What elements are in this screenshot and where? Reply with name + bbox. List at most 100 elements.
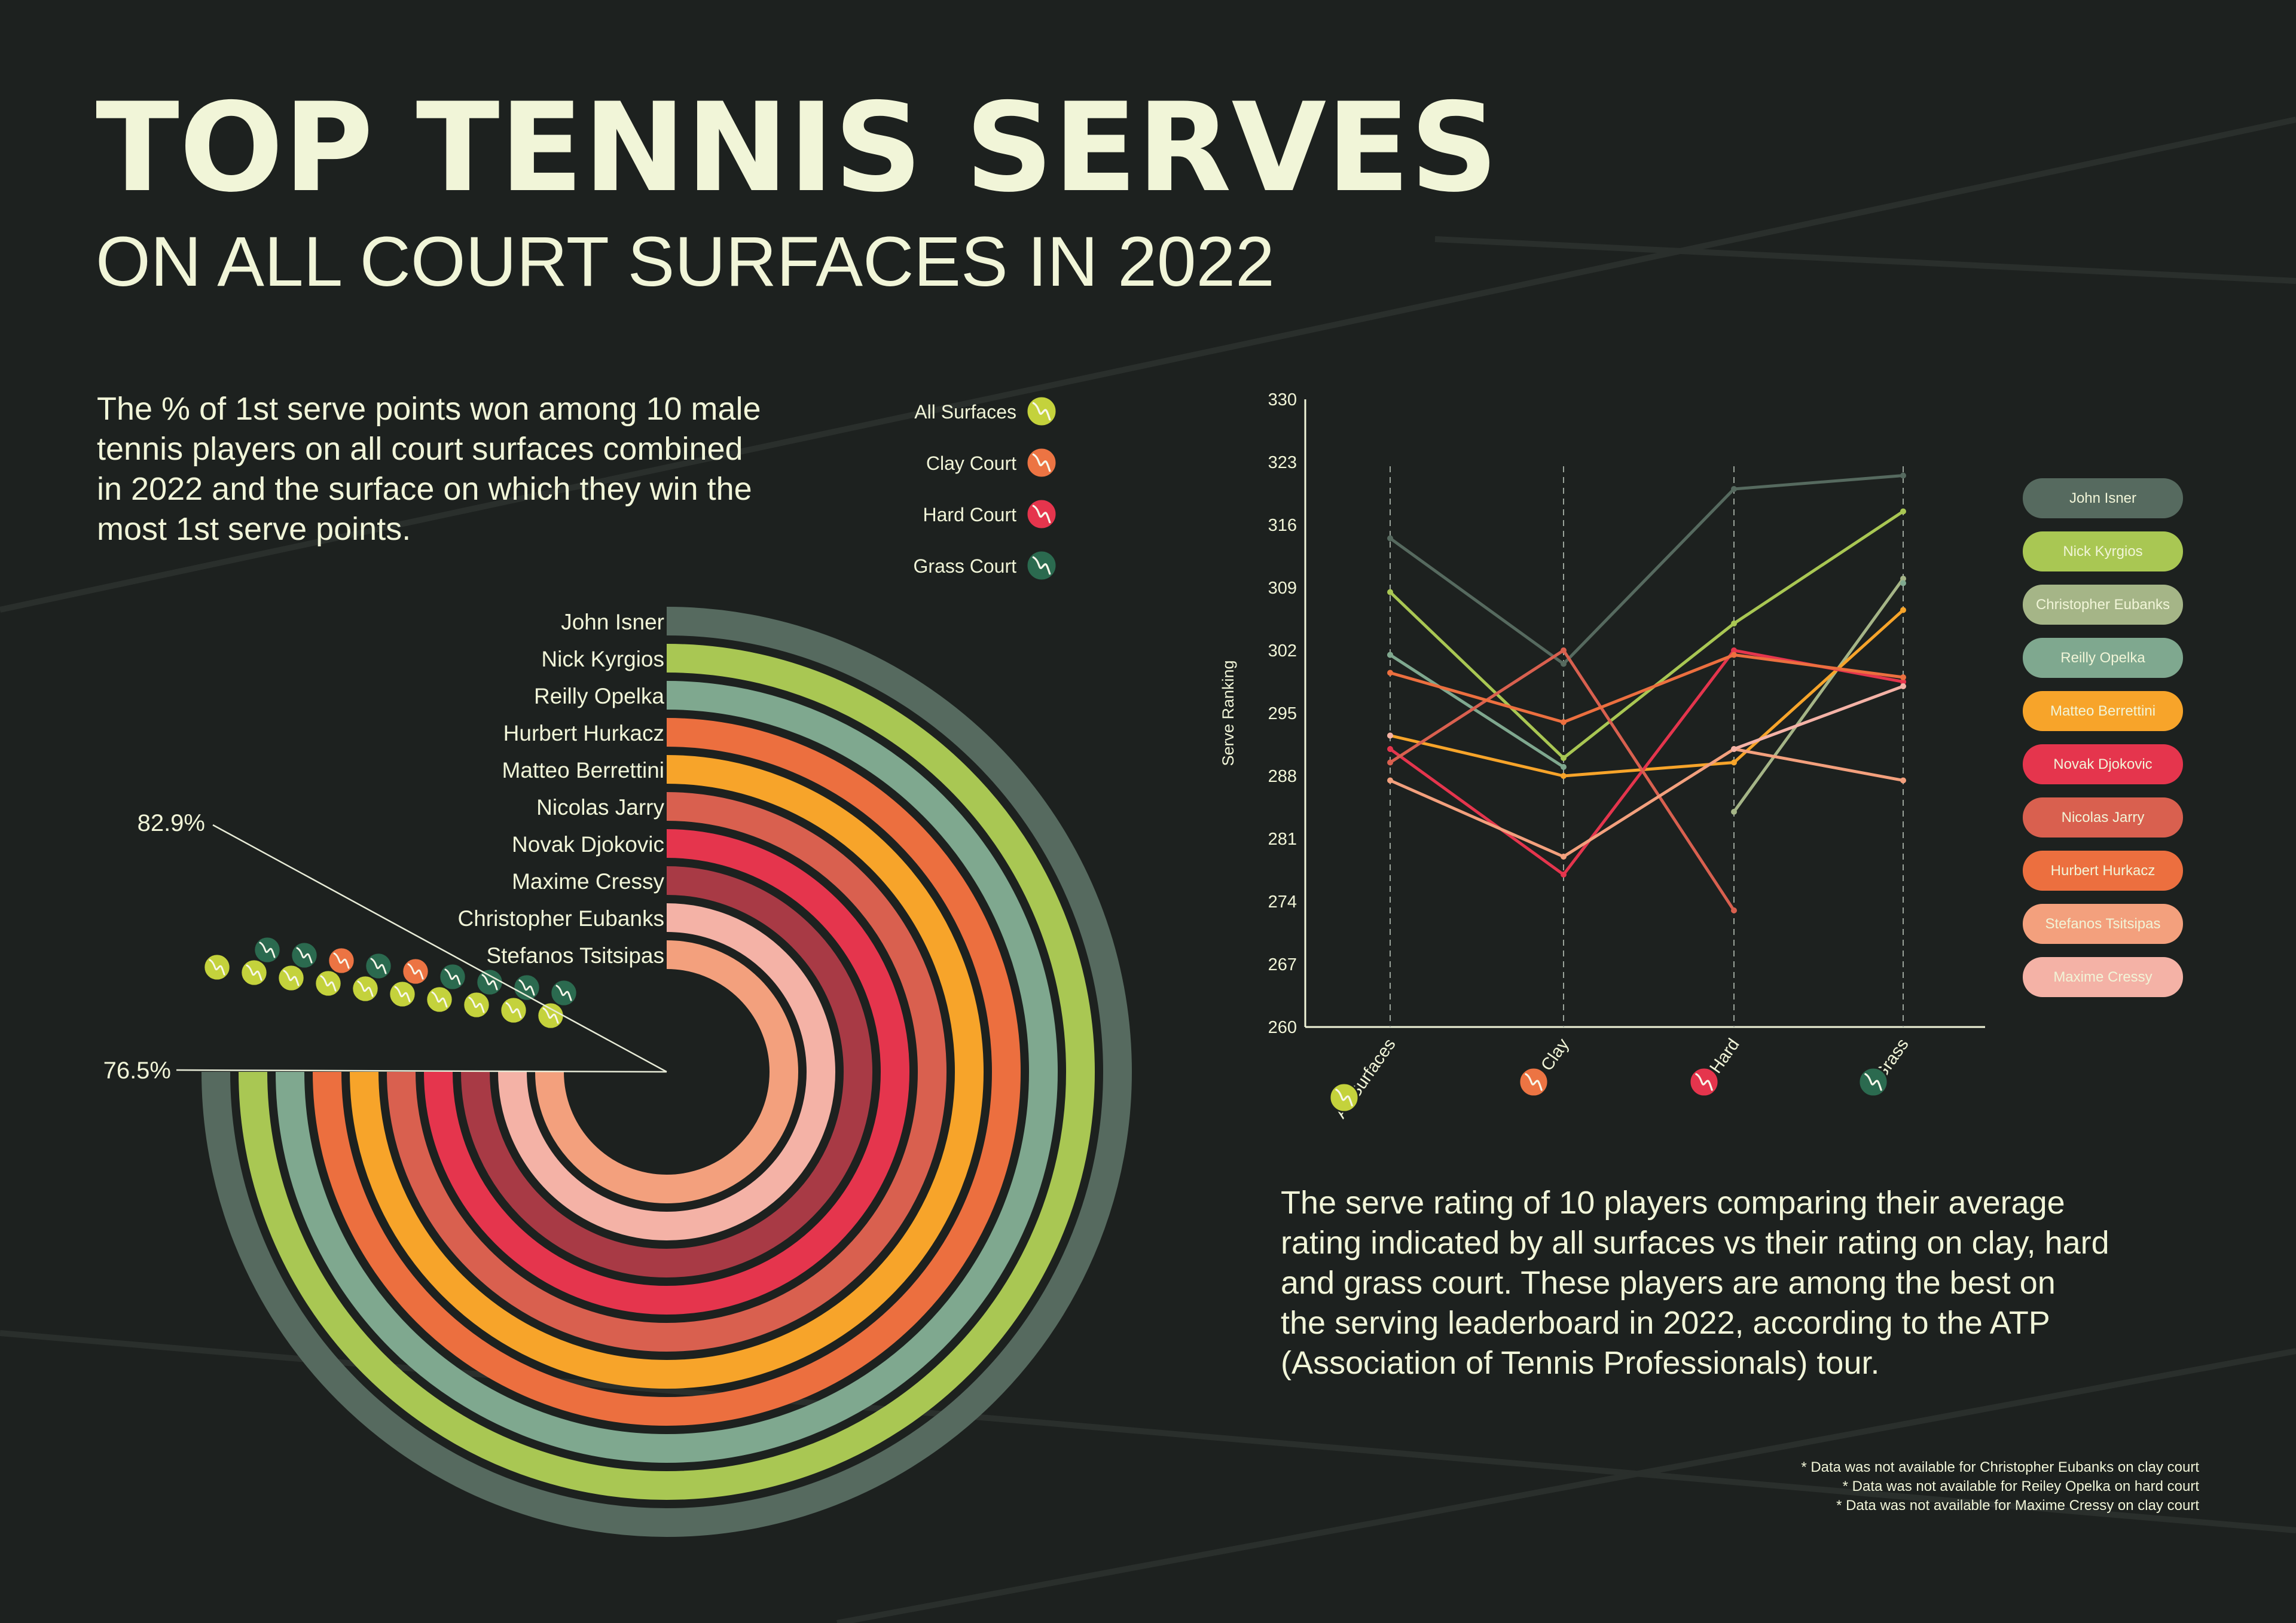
pill-label: Christopher Eubanks xyxy=(2036,597,2170,613)
player-label: Matteo Berrettini xyxy=(502,758,664,783)
category-ball-icon xyxy=(1329,1082,1360,1113)
series-point xyxy=(1900,580,1906,586)
series-legend-pill: Nick Kyrgios xyxy=(2023,531,2183,571)
radial-bar-arc xyxy=(387,792,947,1352)
series-point xyxy=(1561,872,1567,878)
radial-bar-arc xyxy=(461,866,872,1277)
series-line xyxy=(1733,684,1904,751)
pill-label: Stefanos Tsitsipas xyxy=(2045,916,2161,932)
series-legend-pill: Matteo Berrettini xyxy=(2023,691,2183,731)
series-legend-pill: Reilly Opelka xyxy=(2023,638,2183,678)
tennis-ball-icon xyxy=(1025,498,1058,530)
series-legend-pill: Nicolas Jarry xyxy=(2023,797,2183,838)
pill-background xyxy=(2023,585,2183,625)
radial-bar xyxy=(276,681,1058,1463)
line-series xyxy=(1387,647,1737,913)
best-surface-ball-icon xyxy=(512,973,541,1002)
best-surface-ball-icon xyxy=(364,952,393,980)
max-value-label: 82.9% xyxy=(138,810,205,836)
best-surface-ball-icon xyxy=(438,962,467,991)
series-point xyxy=(1561,773,1567,779)
series-legend-pill: John Isner xyxy=(2023,478,2183,518)
all-surfaces-ball-icon xyxy=(536,1001,565,1030)
legend-label: All Surfaces xyxy=(914,401,1016,423)
series-line xyxy=(1732,577,1905,813)
all-surfaces-ball-icon xyxy=(314,969,343,998)
pill-label: Nick Kyrgios xyxy=(2063,543,2142,560)
radial-bar xyxy=(461,866,872,1277)
line-series xyxy=(1387,683,1906,752)
player-label: Novak Djokovic xyxy=(512,832,664,857)
all-surfaces-ball-icon xyxy=(462,991,491,1019)
y-tick-label: 309 xyxy=(1268,579,1297,598)
series-point xyxy=(1900,607,1906,613)
best-surface-ball-icon xyxy=(549,979,578,1007)
y-tick-label: 288 xyxy=(1268,767,1297,786)
radial-bar-arc xyxy=(239,644,1095,1500)
pill-background xyxy=(2023,797,2183,838)
radial-bar-arc xyxy=(313,718,1021,1426)
series-point xyxy=(1900,777,1906,784)
pill-background xyxy=(2023,478,2183,518)
best-surface-ball-icon xyxy=(290,941,319,970)
radial-bar-chart: John Isner Nick Kyrgios Reilly Opelka Hurbe… xyxy=(103,607,1132,1537)
series-point xyxy=(1731,621,1737,626)
pill-background xyxy=(2023,957,2183,997)
page-subtitle: ON ALL COURT SURFACES IN 2022 xyxy=(96,222,1275,301)
y-tick-label: 267 xyxy=(1268,955,1297,974)
series-point xyxy=(1387,670,1393,676)
series-point xyxy=(1387,759,1393,766)
category-ball-icon xyxy=(1858,1066,1889,1098)
tennis-ball-icon xyxy=(1025,395,1058,427)
radial-bar xyxy=(424,829,909,1315)
player-label: Hurbert Hurkacz xyxy=(503,721,664,745)
series-point xyxy=(1900,683,1906,689)
y-axis-label: Serve Ranking xyxy=(1219,660,1237,766)
radial-bar xyxy=(201,607,1132,1537)
line-series xyxy=(1387,580,1906,770)
player-label: Maxime Cressy xyxy=(512,869,664,894)
description-line: rating indicated by all surfaces vs thei… xyxy=(1281,1225,2109,1261)
all-surfaces-ball-icon xyxy=(240,958,268,987)
radial-bar xyxy=(535,940,798,1203)
min-value-label: 76.5% xyxy=(103,1057,171,1084)
radial-bar-arc xyxy=(424,829,909,1315)
footnote: * Data was not available for Maxime Cres… xyxy=(1836,1497,2199,1514)
radial-bar-arc xyxy=(201,607,1132,1537)
legend-label: Hard Court xyxy=(923,504,1017,525)
footnote: * Data was not available for Christopher… xyxy=(1801,1459,2199,1475)
x-tick-label: Clay xyxy=(1537,1035,1573,1074)
court-line xyxy=(836,1348,2296,1623)
series-point xyxy=(1731,652,1737,658)
pill-label: John Isner xyxy=(2069,490,2136,506)
tennis-ball-icon xyxy=(1025,549,1058,582)
series-line xyxy=(1389,510,1904,760)
series-legend-pill: Novak Djokovic xyxy=(2023,744,2183,784)
best-surface-ball-icon xyxy=(401,957,430,986)
series-point xyxy=(1561,661,1567,667)
series-legend-pill: Maxime Cressy xyxy=(2023,957,2183,997)
pill-label: Matteo Berrettini xyxy=(2050,703,2155,719)
player-label: Christopher Eubanks xyxy=(457,906,664,931)
radial-bar-arc xyxy=(498,903,835,1240)
series-point xyxy=(1900,678,1906,685)
description-line: most 1st serve points. xyxy=(97,511,411,547)
series-point xyxy=(1561,755,1567,761)
series-line xyxy=(1390,609,1904,778)
series-point xyxy=(1387,589,1393,595)
series-point xyxy=(1731,647,1737,653)
series-point xyxy=(1387,652,1393,658)
description-line: (Association of Tennis Professionals) to… xyxy=(1281,1345,1880,1381)
all-surfaces-ball-icon xyxy=(499,996,528,1025)
pill-background xyxy=(2023,851,2183,891)
series-point xyxy=(1387,535,1393,542)
series-point xyxy=(1900,674,1906,680)
line-series xyxy=(1387,508,1906,761)
legend-label: Clay Court xyxy=(926,453,1016,474)
series-point xyxy=(1561,719,1567,725)
description-line: tennis players on all court surfaces com… xyxy=(97,431,743,467)
pill-label: Novak Djokovic xyxy=(2053,756,2152,772)
series-legend-pill: Christopher Eubanks xyxy=(2023,585,2183,625)
y-tick-label: 281 xyxy=(1268,830,1297,849)
right-description: The serve rating of 10 players comparing… xyxy=(1281,1185,2109,1381)
